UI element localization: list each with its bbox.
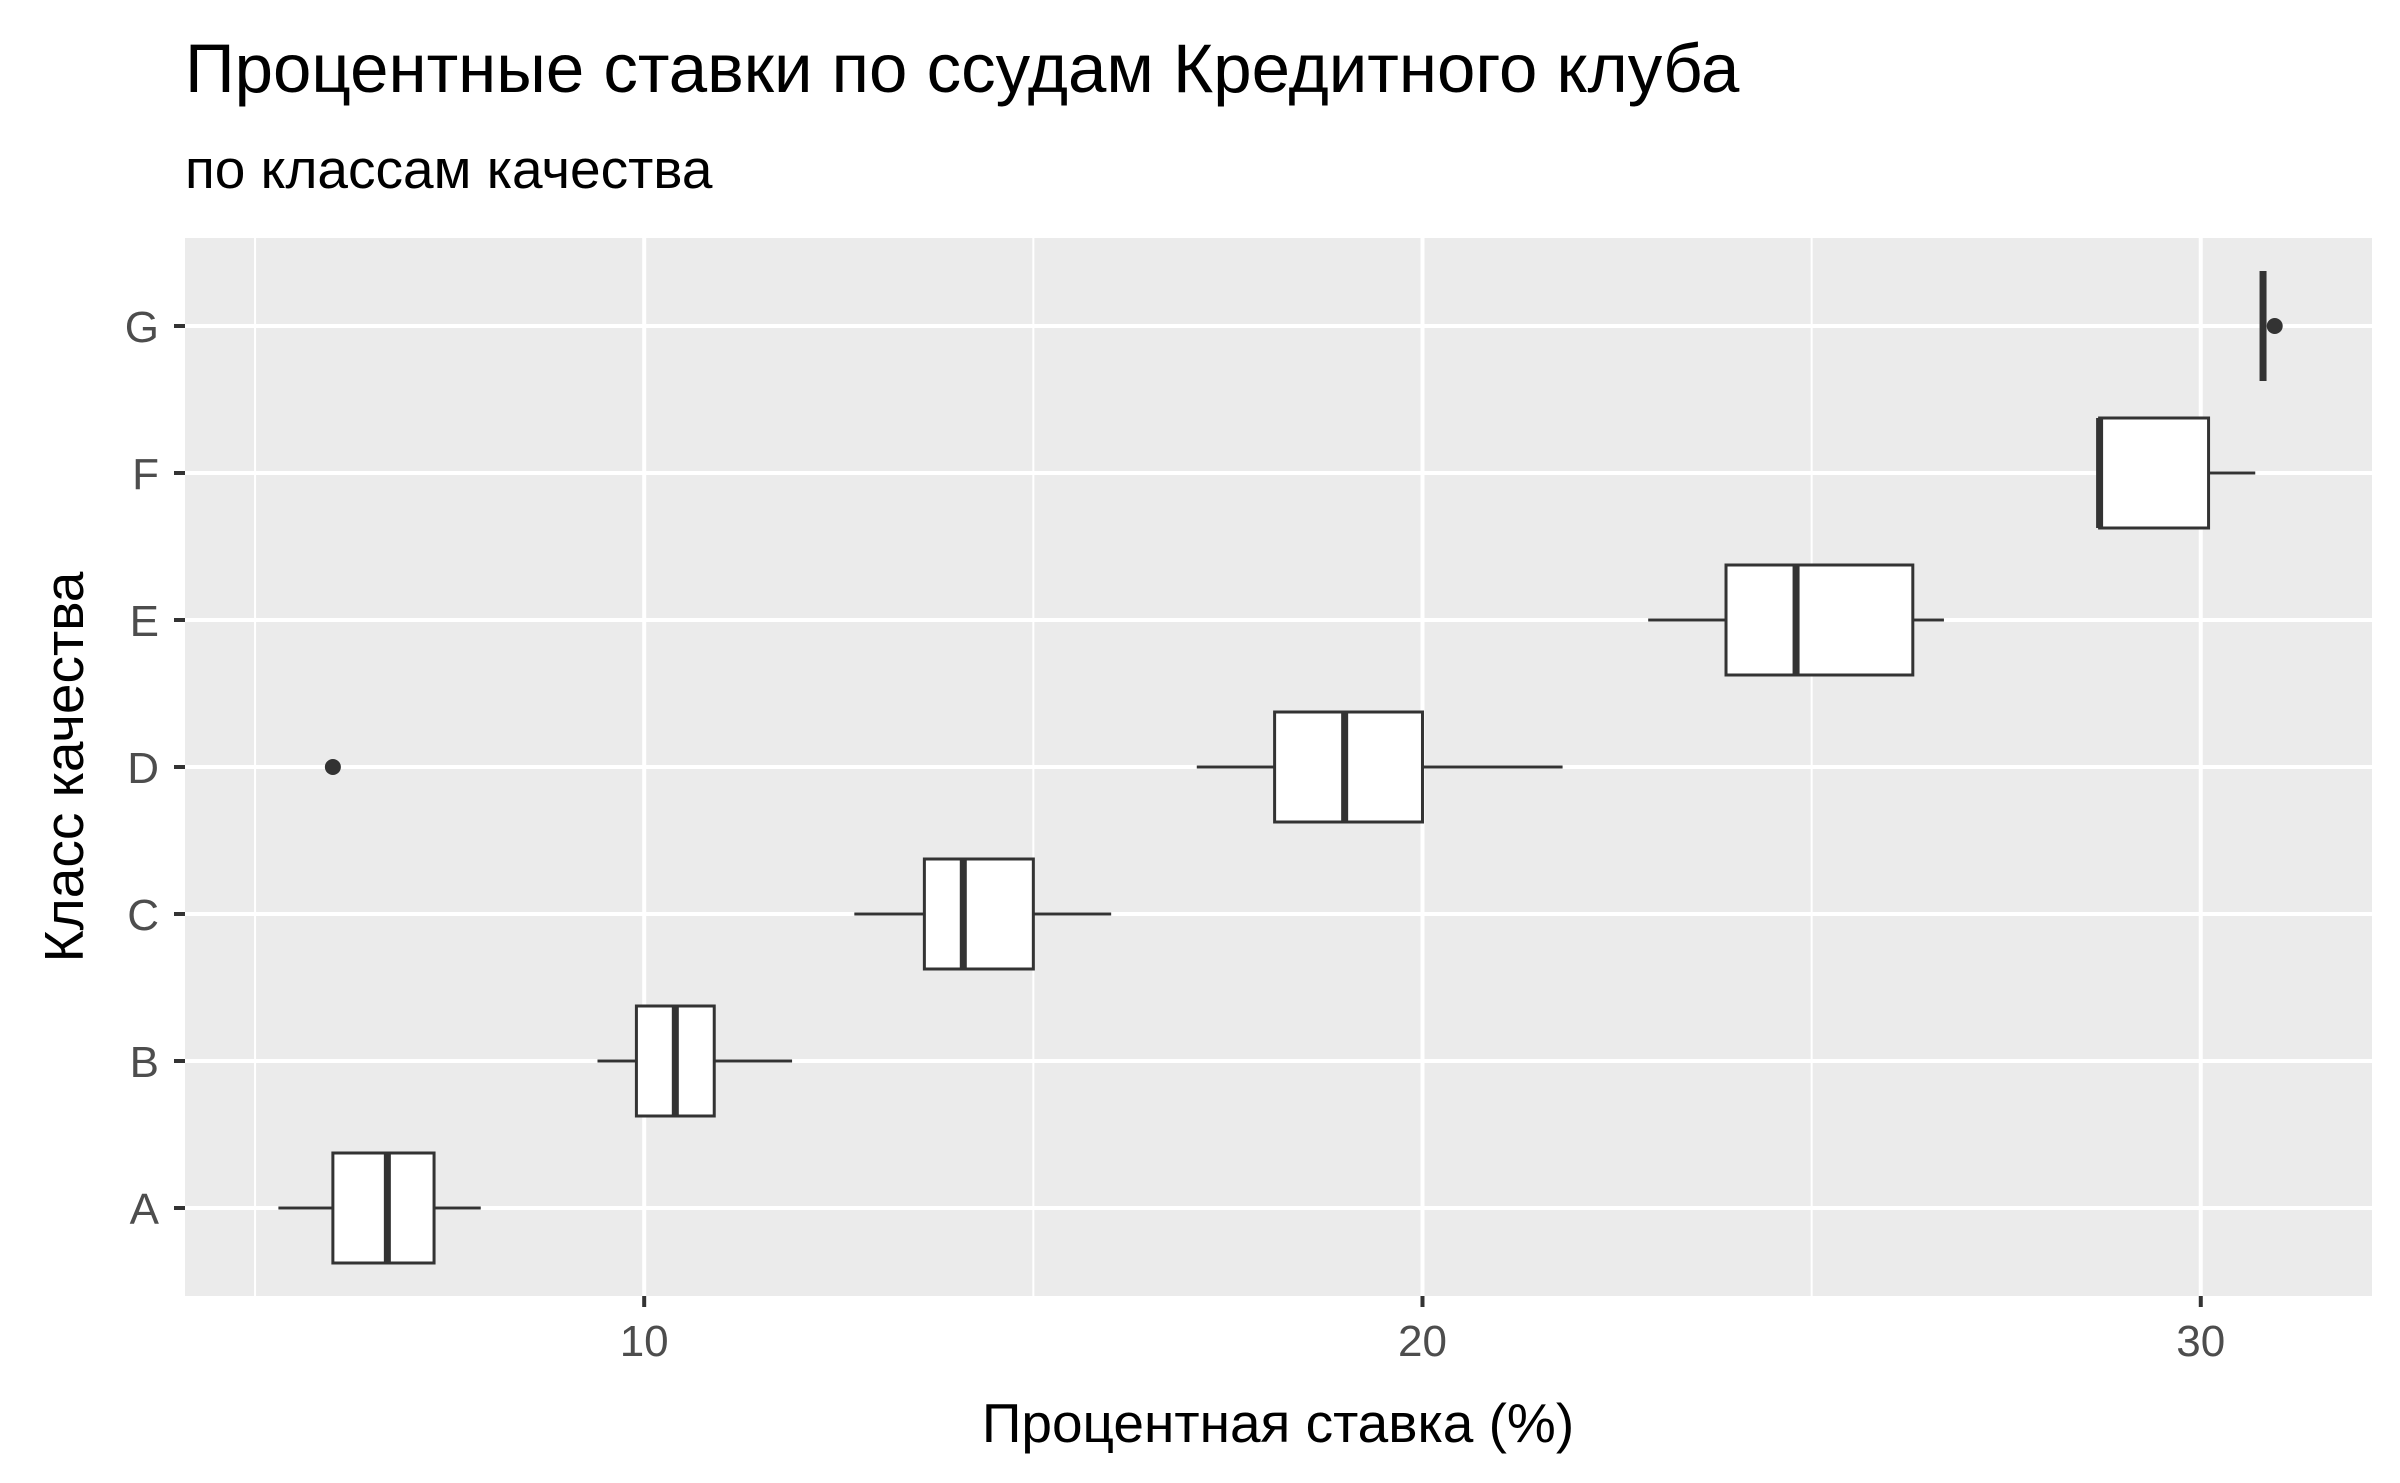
y-tick-label: D [127, 744, 159, 793]
outlier-point [2266, 318, 2283, 334]
chart-title: Процентные ставки по ссудам Кредитного к… [185, 30, 1740, 107]
box-iqr [2098, 416, 2211, 530]
box-e [1648, 563, 1944, 677]
y-axis-title: Класс качества [33, 571, 95, 962]
x-tick-label: 30 [2176, 1317, 2225, 1366]
x-tick-labels: 10 20 30 [620, 1317, 2226, 1366]
box-g [2259, 271, 2283, 381]
box-iqr [1273, 710, 1424, 824]
axis-ticks [174, 324, 2203, 1307]
x-tick-label: 10 [620, 1317, 669, 1366]
y-tick-label: B [130, 1038, 159, 1087]
y-tick-label: F [132, 450, 159, 499]
x-axis-title: Процентная ставка (%) [982, 1392, 1574, 1454]
box-f [2096, 416, 2256, 530]
chart-subtitle: по классам качества [185, 138, 713, 200]
y-tick-label: C [127, 891, 159, 940]
y-tick-label: E [130, 597, 159, 646]
box-c [854, 857, 1112, 971]
box-a [278, 1151, 481, 1265]
box-marks [278, 271, 2283, 1265]
x-tick-label: 20 [1398, 1317, 1447, 1366]
outlier-point [324, 759, 341, 775]
box-d [324, 710, 1563, 824]
box-iqr [1724, 563, 1915, 677]
y-tick-labels: A B C D E F G [125, 303, 160, 1234]
y-tick-label: A [130, 1185, 160, 1234]
box-iqr [922, 857, 1035, 971]
box-iqr [331, 1151, 436, 1265]
box-b [597, 1004, 793, 1118]
y-tick-label: G [125, 303, 159, 352]
